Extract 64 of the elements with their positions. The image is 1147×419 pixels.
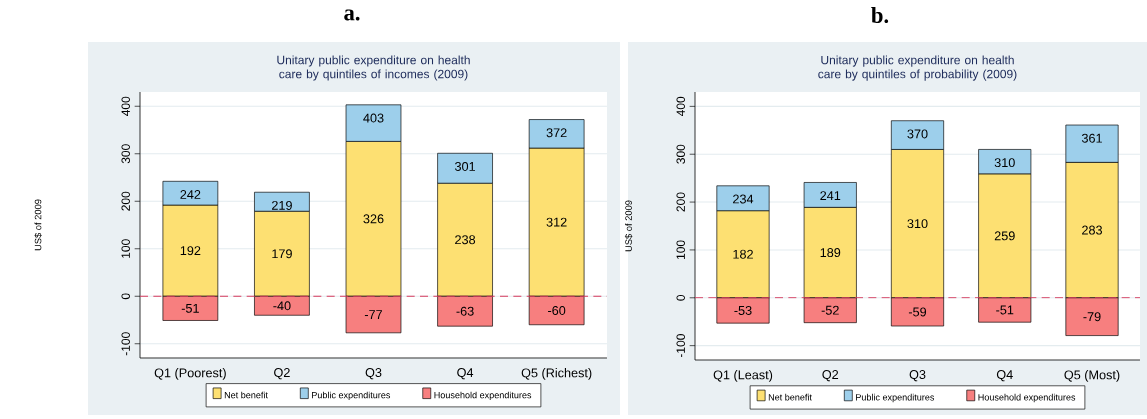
legend-label: Public expenditures xyxy=(856,393,935,403)
legend-label: Net benefit xyxy=(224,391,268,399)
annotation: 372 xyxy=(546,128,567,138)
data-label: 259 xyxy=(994,231,1015,241)
annotation: 234 xyxy=(733,194,754,204)
annotation: 219 xyxy=(271,200,292,210)
data-label: 182 xyxy=(733,249,753,259)
data-label: 192 xyxy=(180,246,201,256)
legend-label: Household expenditures xyxy=(434,391,532,401)
y-tick-label: 300 xyxy=(121,144,130,164)
data-label: -51 xyxy=(996,305,1014,315)
x-tick-label: Q1 (Poorest) xyxy=(154,368,226,380)
y-tick-label: 200 xyxy=(121,191,130,211)
annotation: 241 xyxy=(820,191,841,201)
x-tick-label: Q4 xyxy=(996,370,1013,382)
data-label: 238 xyxy=(455,235,476,245)
data-label: 189 xyxy=(820,248,841,258)
annotation: 370 xyxy=(907,129,928,139)
y-axis-title: US$ of 2009 xyxy=(34,199,42,251)
data-label: 179 xyxy=(272,249,292,259)
data-label: -53 xyxy=(734,305,752,315)
y-tick-label: 0 xyxy=(121,293,130,300)
data-label: -52 xyxy=(821,305,839,315)
y-tick-label: -100 xyxy=(676,334,685,358)
data-label: -79 xyxy=(1083,312,1101,322)
data-label: 283 xyxy=(1082,225,1103,235)
x-tick-label: Q3 xyxy=(365,368,382,380)
data-label: 312 xyxy=(546,217,567,227)
data-label: 310 xyxy=(907,219,928,229)
x-tick-label: Q4 xyxy=(457,368,474,380)
text: b. xyxy=(871,6,889,24)
x-tick-label: Q5 (Most) xyxy=(1064,370,1120,382)
data-label: -51 xyxy=(181,303,199,313)
legend-label: Public expenditures xyxy=(312,391,391,401)
data-label: 326 xyxy=(363,214,384,224)
y-tick-label: 100 xyxy=(676,240,685,260)
legend-label: Household expenditures xyxy=(978,393,1076,403)
y-axis-title: US$ of 2009 xyxy=(624,200,633,252)
x-tick-label: Q2 xyxy=(274,368,290,380)
annotation: 403 xyxy=(363,113,384,123)
x-tick-label: Q1 (Least) xyxy=(713,370,773,382)
x-tick-label: Q3 xyxy=(909,370,926,382)
chart-title: Unitary public expenditure on health care by quintiles of probability (2009) xyxy=(818,55,1017,81)
annotation: 301 xyxy=(454,161,475,171)
y-tick-label: 0 xyxy=(676,294,685,301)
data-label: -77 xyxy=(364,310,383,319)
annotation: 310 xyxy=(994,158,1015,168)
x-tick-label: Q5 (Richest) xyxy=(521,368,592,380)
data-label: -59 xyxy=(908,307,927,317)
legend-label: Net benefit xyxy=(768,393,812,401)
annotation: 361 xyxy=(1081,133,1102,143)
y-tick-label: 300 xyxy=(676,144,685,164)
x-tick-label: Q2 xyxy=(822,370,839,382)
data-label: -60 xyxy=(548,306,566,315)
annotation: 242 xyxy=(180,190,201,199)
text: a. xyxy=(344,9,360,21)
y-tick-label: 200 xyxy=(676,192,685,212)
data-label: -40 xyxy=(273,301,291,311)
y-tick-label: 400 xyxy=(676,96,685,117)
data-label: -63 xyxy=(456,306,474,316)
chart-title: Unitary public expenditure on health care by quintiles of incomes (2009) xyxy=(277,55,470,81)
y-tick-label: 400 xyxy=(121,96,130,116)
y-tick-label: -100 xyxy=(121,332,130,356)
y-tick-label: 100 xyxy=(121,239,130,258)
